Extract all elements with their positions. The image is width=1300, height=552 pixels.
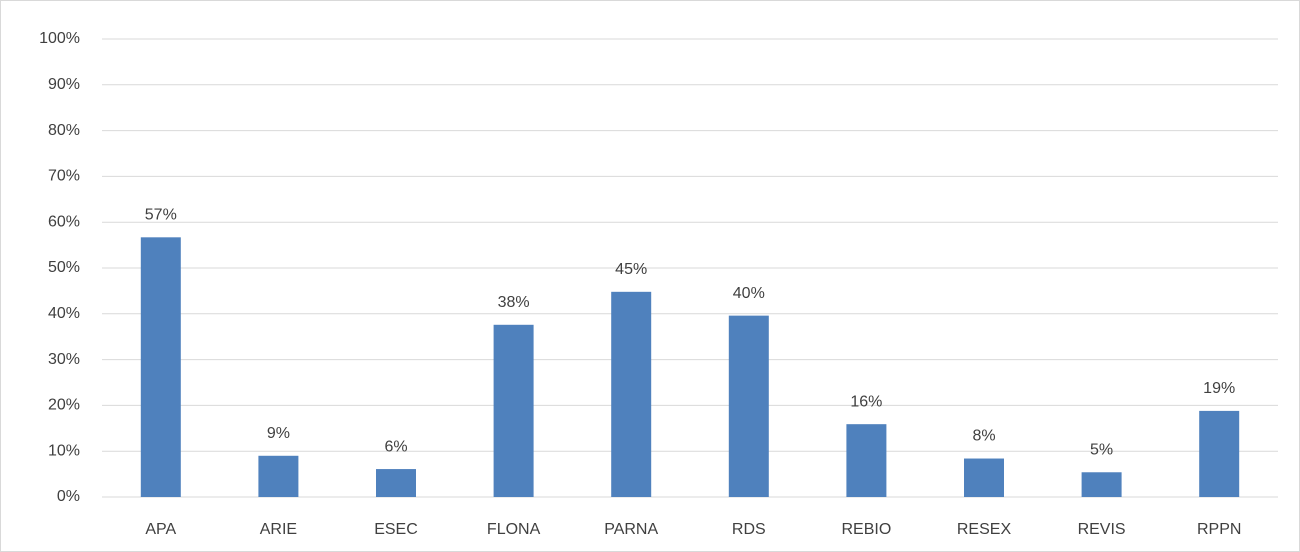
- y-tick-label: 40%: [48, 305, 80, 322]
- bar: [493, 324, 534, 497]
- bar: [728, 315, 769, 497]
- data-label: 45%: [615, 261, 647, 278]
- y-tick-label: 10%: [48, 442, 80, 459]
- x-tick-label: RESEX: [957, 521, 1012, 538]
- y-tick-label: 60%: [48, 213, 80, 230]
- y-tick-label: 50%: [48, 259, 80, 276]
- data-label: 5%: [1090, 441, 1113, 458]
- bar: [611, 291, 652, 497]
- data-label: 38%: [498, 294, 530, 311]
- y-tick-label: 100%: [39, 30, 80, 47]
- data-label: 8%: [972, 428, 995, 445]
- data-label: 9%: [267, 425, 290, 442]
- bar: [964, 458, 1004, 497]
- data-label: 16%: [850, 393, 882, 410]
- bar: [376, 469, 416, 497]
- bar: [258, 455, 299, 497]
- y-tick-label: 0%: [57, 488, 80, 505]
- x-tick-label: ARIE: [260, 521, 297, 538]
- y-tick-label: 90%: [48, 76, 80, 93]
- data-label: 57%: [145, 207, 177, 224]
- bar: [140, 237, 181, 497]
- y-tick-label: 80%: [48, 122, 80, 139]
- data-label: 19%: [1203, 380, 1235, 397]
- x-tick-label: PARNA: [604, 521, 658, 538]
- x-tick-label: RDS: [732, 521, 766, 538]
- x-tick-label: FLONA: [487, 521, 541, 538]
- bar: [846, 424, 887, 497]
- x-tick-label: REVIS: [1078, 521, 1126, 538]
- x-tick-label: ESEC: [374, 521, 418, 538]
- x-tick-label: RPPN: [1197, 521, 1241, 538]
- x-tick-label: APA: [145, 521, 176, 538]
- y-tick-label: 70%: [48, 168, 80, 185]
- bar: [1081, 472, 1122, 497]
- y-tick-label: 20%: [48, 397, 80, 414]
- y-tick-label: 30%: [48, 351, 80, 368]
- x-tick-label: REBIO: [842, 521, 892, 538]
- bar: [1199, 410, 1240, 497]
- data-label: 40%: [733, 285, 765, 302]
- data-label: 6%: [384, 438, 407, 455]
